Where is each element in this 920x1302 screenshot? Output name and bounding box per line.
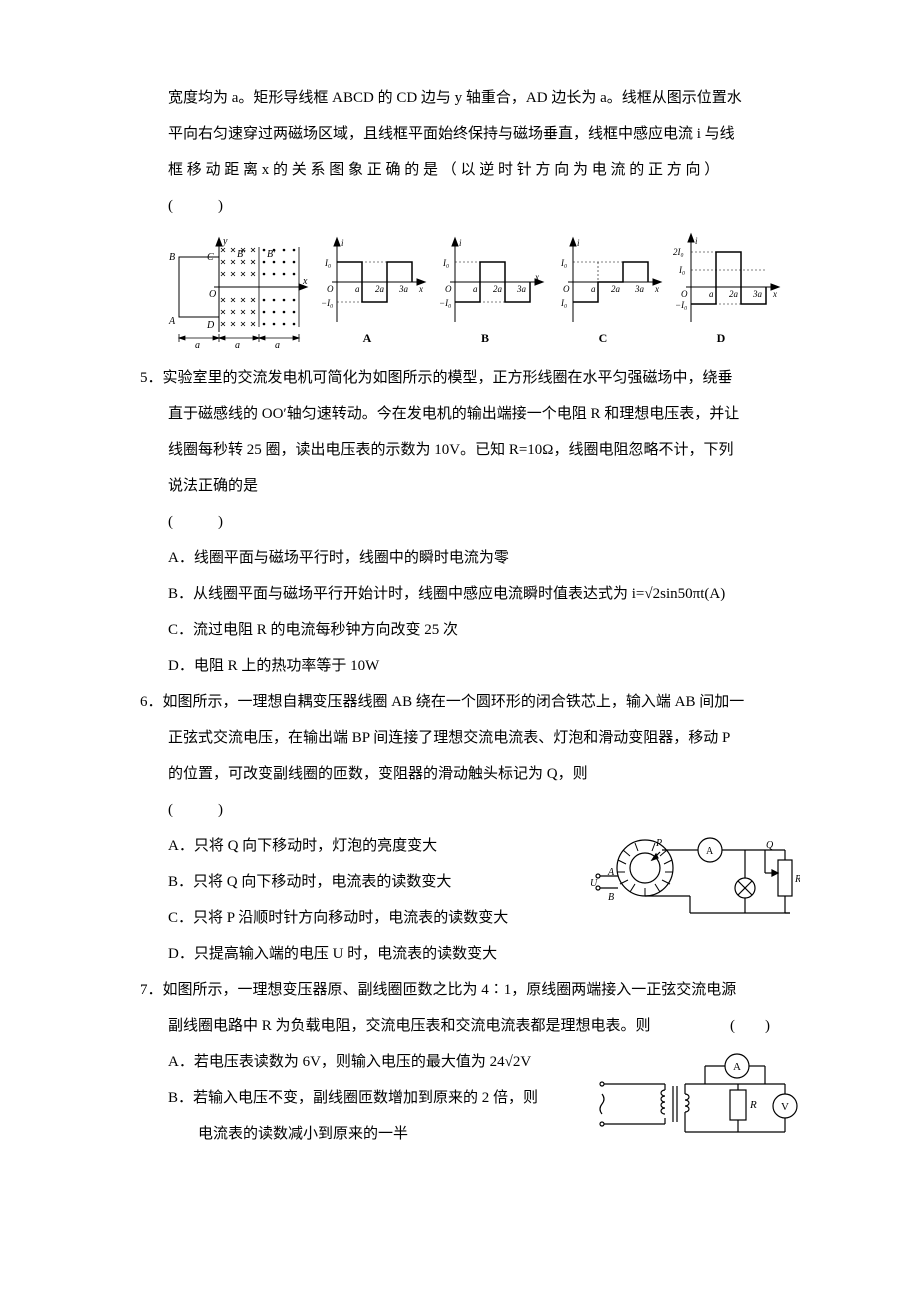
svg-text:C: C (207, 252, 214, 263)
q7-stem-1: 7．如图所示，一理想变压器原、副线圈匝数之比为 4∶1，原线圈两端接入一正弦交流… (140, 972, 800, 1008)
svg-text:B': B' (267, 249, 276, 260)
svg-text:2I₀: 2I₀ (673, 247, 684, 257)
svg-text:U: U (590, 878, 598, 889)
q7-block: 7．如图所示，一理想变压器原、副线圈匝数之比为 4∶1，原线圈两端接入一正弦交流… (140, 972, 800, 1154)
svg-text:3a: 3a (516, 284, 527, 294)
q6-stem-1: 6．如图所示，一理想自耦变压器线圈 AB 绕在一个圆环形的闭合铁芯上，输入端 A… (140, 684, 800, 720)
svg-text:2a: 2a (729, 289, 739, 299)
svg-text:i: i (341, 238, 344, 248)
q7-circuit-diagram: A V R (590, 1044, 800, 1154)
q6-stem-3: 的位置，可改变副线圈的匝数，变阻器的滑动触头标记为 Q，则 (140, 756, 800, 792)
svg-text:3a: 3a (752, 289, 763, 299)
svg-text:Q: Q (766, 840, 774, 851)
svg-text:R: R (794, 874, 800, 885)
q4-graph-a: i x I₀ −I₀ O a 2a 3a A (317, 232, 427, 352)
svg-text:x: x (772, 289, 777, 299)
svg-text:x: x (302, 276, 308, 287)
svg-text:a: a (709, 289, 714, 299)
svg-text:2a: 2a (375, 284, 385, 294)
svg-text:a: a (355, 284, 360, 294)
q5-stem-3: 线圈每秒转 25 圈，读出电压表的示数为 10V。已知 R=10Ω，线圈电阻忽略… (140, 432, 800, 468)
svg-text:O: O (563, 284, 570, 294)
svg-text:O: O (445, 284, 452, 294)
svg-text:x: x (418, 284, 423, 294)
svg-text:B: B (608, 892, 614, 903)
svg-text:a: a (473, 284, 478, 294)
q4-paren: ( ) (140, 188, 800, 224)
q4-line2: 平向右匀速穿过两磁场区域，且线框平面始终保持与磁场垂直，线框中感应电流 i 与线 (140, 116, 800, 152)
q5-opt-d: D．电阻 R 上的热功率等于 10W (140, 648, 800, 684)
q4-graph-d: i x 2I₀ I₀ −I₀ O a 2a 3a D (671, 232, 781, 352)
q4-block: 宽度均为 a。矩形导线框 ABCD 的 CD 边与 y 轴重合，AD 边长为 a… (140, 80, 800, 352)
svg-text:i: i (577, 238, 580, 248)
svg-text:R: R (749, 1099, 757, 1111)
svg-text:I₀: I₀ (324, 258, 331, 268)
q6-paren: ( ) (140, 792, 800, 828)
svg-text:P: P (655, 838, 662, 849)
q5-opt-c: C．流过电阻 R 的电流每秒钟方向改变 25 次 (140, 612, 800, 648)
svg-text:O: O (327, 284, 334, 294)
svg-text:a: a (195, 340, 200, 351)
svg-text:I₀: I₀ (442, 258, 449, 268)
q4-line1: 宽度均为 a。矩形导线框 ABCD 的 CD 边与 y 轴重合，AD 边长为 a… (140, 80, 800, 116)
svg-text:3a: 3a (398, 284, 409, 294)
svg-text:2a: 2a (611, 284, 621, 294)
svg-text:−I₀: −I₀ (439, 298, 451, 308)
svg-text:V: V (781, 1101, 789, 1113)
svg-text:I₀: I₀ (678, 265, 685, 275)
svg-text:A: A (733, 1061, 741, 1073)
q4-field-diagram: y x O B C A D B' B' a a a (159, 232, 309, 352)
svg-text:a: a (235, 340, 240, 351)
q5-stem-4: 说法正确的是 (140, 468, 800, 504)
q5-opt-a: A．线圈平面与磁场平行时，线圈中的瞬时电流为零 (140, 540, 800, 576)
svg-text:a: a (591, 284, 596, 294)
svg-text:−I₀: −I₀ (675, 300, 687, 310)
svg-text:a: a (275, 340, 280, 351)
svg-text:B': B' (237, 249, 246, 260)
svg-text:B: B (169, 252, 175, 263)
svg-text:2a: 2a (493, 284, 503, 294)
svg-text:C: C (599, 331, 608, 345)
svg-text:D: D (717, 331, 726, 345)
svg-text:D: D (206, 320, 215, 331)
q5-block: 5．实验室里的交流发电机可简化为如图所示的模型，正方形线圈在水平匀强磁场中，绕垂… (140, 360, 800, 684)
q6-opt-d: D．只提高输入端的电压 U 时，电流表的读数变大 (140, 936, 800, 972)
svg-text:−I₀: −I₀ (321, 298, 333, 308)
svg-text:I₀: I₀ (560, 298, 567, 308)
q5-stem-2: 直于磁感线的 OO′轴匀速转动。今在发电机的输出端接一个电阻 R 和理想电压表，… (140, 396, 800, 432)
svg-text:B: B (481, 331, 489, 345)
q4-graph-b: i x I₀ −I₀ O a 2a 3a B (435, 232, 545, 352)
svg-text:A: A (706, 846, 714, 857)
svg-text:A: A (607, 867, 615, 878)
q4-figure-row: y x O B C A D B' B' a a a (140, 232, 800, 352)
q5-paren: ( ) (140, 504, 800, 540)
q7-stem-2: 副线圈电路中 R 为负载电阻，交流电压表和交流电流表都是理想电表。则( ) (140, 1008, 800, 1044)
svg-text:O: O (209, 289, 216, 300)
svg-text:A: A (168, 316, 176, 327)
svg-text:i: i (695, 236, 698, 246)
svg-text:O: O (681, 289, 688, 299)
svg-text:y: y (222, 236, 228, 247)
q6-stem-2: 正弦式交流电压，在输出端 BP 间连接了理想交流电流表、灯泡和滑动变阻器，移动 … (140, 720, 800, 756)
svg-text:x: x (534, 272, 539, 282)
svg-text:3a: 3a (634, 284, 645, 294)
svg-text:I₀: I₀ (560, 258, 567, 268)
svg-text:i: i (459, 238, 462, 248)
q6-circuit-diagram: U A B P A Q R (590, 828, 800, 928)
q6-block: 6．如图所示，一理想自耦变压器线圈 AB 绕在一个圆环形的闭合铁芯上，输入端 A… (140, 684, 800, 972)
q4-graph-c: i x I₀ I₀ O a 2a 3a C (553, 232, 663, 352)
q5-stem-1: 5．实验室里的交流发电机可简化为如图所示的模型，正方形线圈在水平匀强磁场中，绕垂 (140, 360, 800, 396)
svg-text:A: A (363, 331, 372, 345)
q5-opt-b: B．从线圈平面与磁场平行开始计时，线圈中感应电流瞬时值表达式为 i=√2sin5… (140, 576, 800, 612)
svg-text:x: x (654, 284, 659, 294)
q4-line3: 框 移 动 距 离 x 的 关 系 图 象 正 确 的 是 （ 以 逆 时 针 … (140, 152, 800, 188)
